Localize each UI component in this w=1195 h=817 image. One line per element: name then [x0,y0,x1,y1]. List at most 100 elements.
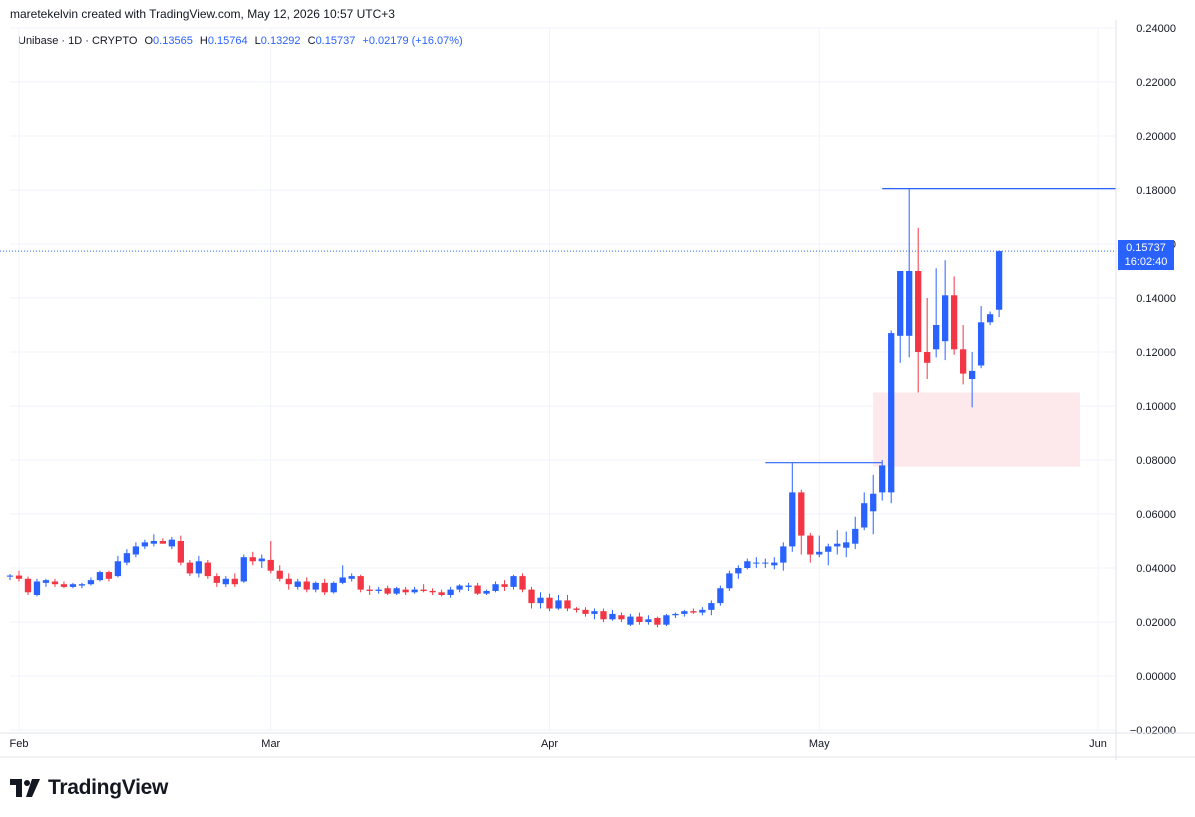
candle[interactable] [834,530,841,555]
candle[interactable] [519,573,526,593]
candle[interactable] [933,268,940,358]
candle[interactable] [636,612,643,625]
candle[interactable] [177,535,184,566]
candle[interactable] [204,559,211,579]
candle[interactable] [744,558,751,570]
candle[interactable] [546,593,553,612]
candle[interactable] [51,578,59,587]
candle[interactable] [60,581,68,589]
candle[interactable] [132,542,140,558]
candle[interactable] [555,595,562,610]
candle[interactable] [861,492,868,531]
candle[interactable] [771,557,778,570]
candle[interactable] [402,586,409,595]
candle[interactable] [609,609,616,621]
candle[interactable] [510,574,517,590]
candle[interactable] [276,565,283,582]
candle[interactable] [879,460,886,501]
candle[interactable] [249,551,256,566]
candle[interactable] [87,577,95,586]
demand-zone[interactable] [873,392,1081,467]
candle[interactable] [852,516,859,550]
candle[interactable] [429,588,436,595]
candle[interactable] [977,306,985,369]
candle[interactable] [906,188,913,358]
candle[interactable] [654,616,661,628]
candle[interactable] [690,608,697,614]
candle[interactable] [366,585,373,595]
candle[interactable] [357,574,364,593]
candle[interactable] [780,542,787,571]
candle[interactable] [78,582,86,589]
candle[interactable] [42,578,50,587]
candle[interactable] [123,549,131,566]
candle[interactable] [483,589,490,595]
candle[interactable] [501,580,508,591]
candle[interactable] [645,615,652,625]
candle[interactable] [950,276,958,355]
candle[interactable] [375,586,382,594]
candle[interactable] [825,543,832,566]
candle[interactable] [15,570,23,582]
candle[interactable] [798,489,805,555]
candle[interactable] [708,600,715,616]
candle[interactable] [968,352,976,408]
candle[interactable] [411,586,418,594]
candle[interactable] [528,586,535,609]
candle[interactable] [986,311,994,326]
candle[interactable] [447,586,454,598]
candle[interactable] [915,227,922,393]
candle[interactable] [627,613,634,627]
candle[interactable] [465,582,472,591]
candle[interactable] [141,539,149,550]
candle[interactable] [69,582,77,589]
candle[interactable] [456,584,463,593]
candle[interactable] [789,462,796,552]
candle[interactable] [231,573,238,587]
candle[interactable] [168,536,176,550]
candle[interactable] [384,585,391,595]
candle[interactable] [582,607,589,617]
candle[interactable] [240,554,247,583]
candle[interactable] [897,271,904,363]
candle[interactable] [420,584,427,593]
candle[interactable] [114,555,122,578]
candle[interactable] [564,595,571,612]
candle[interactable] [348,573,355,582]
candle[interactable] [6,573,14,581]
candle[interactable] [222,576,229,587]
candle[interactable] [105,570,113,582]
candle[interactable] [267,541,274,574]
candle[interactable] [753,557,760,568]
candle[interactable] [438,589,445,597]
candle[interactable] [699,607,706,616]
candle[interactable] [294,578,301,590]
candle[interactable] [672,612,679,618]
candle[interactable] [195,555,202,578]
candle[interactable] [537,592,544,609]
candle[interactable] [393,586,400,595]
candle[interactable] [150,534,158,547]
candle[interactable] [924,298,931,379]
candle[interactable] [959,325,967,385]
candle[interactable] [474,582,481,595]
candle[interactable] [995,250,1003,318]
candle[interactable] [303,577,310,593]
candle[interactable] [213,573,220,587]
candle[interactable] [681,609,688,617]
candle[interactable] [663,613,670,627]
candle[interactable] [330,581,337,594]
candle[interactable] [492,581,499,593]
candle[interactable] [888,330,895,504]
candle[interactable] [717,585,724,606]
tradingview-logo[interactable]: TradingView [10,776,168,800]
candle[interactable] [24,576,32,595]
candle[interactable] [870,474,877,535]
candle[interactable] [96,570,104,582]
candle[interactable] [321,578,328,595]
candle[interactable] [33,578,41,597]
candle[interactable] [159,538,167,544]
candle[interactable] [339,565,346,585]
candle[interactable] [312,581,319,593]
